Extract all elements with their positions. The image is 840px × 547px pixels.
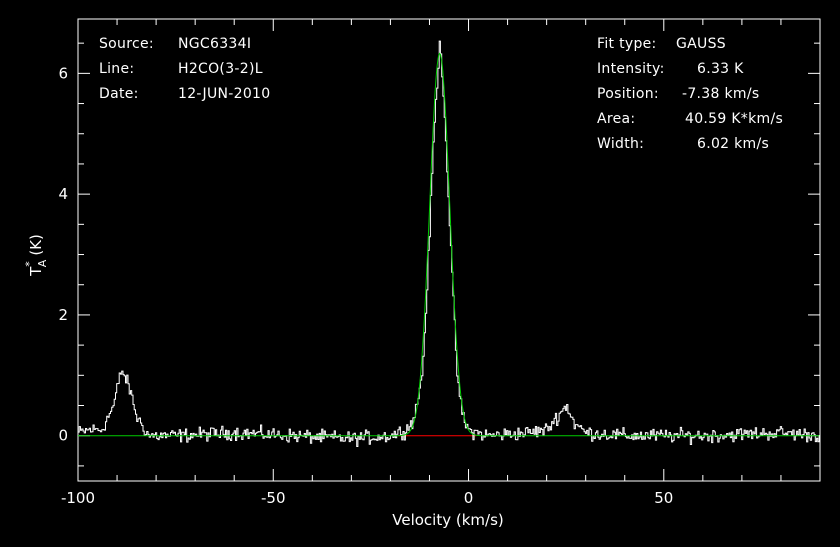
plot-frame bbox=[77, 18, 821, 482]
area-value: 40.59 K*km/s bbox=[685, 111, 784, 127]
axis-tick-labels: -100 -50 0 50 0 2 4 6 bbox=[58, 64, 673, 507]
date-value: 12-JUN-2010 bbox=[178, 86, 271, 102]
width-key: Width: bbox=[597, 136, 645, 152]
y-label-unit: (K) bbox=[27, 234, 45, 256]
y-tick-label: 2 bbox=[58, 306, 68, 324]
fit-type-key: Fit type: bbox=[597, 36, 657, 52]
y-label-sub: A bbox=[36, 259, 49, 267]
y-axis-label: T*A (K) bbox=[23, 234, 49, 277]
line-key: Line: bbox=[99, 61, 135, 77]
y-label-main: T bbox=[27, 266, 45, 277]
intensity-value: 6.33 K bbox=[697, 61, 744, 77]
svg-text:T*A(K): T*A (K) bbox=[23, 234, 49, 277]
line-value: H2CO(3-2)L bbox=[178, 61, 263, 77]
x-tick-label: -50 bbox=[261, 489, 286, 507]
source-key: Source: bbox=[99, 36, 154, 52]
y-tick-label: 4 bbox=[58, 185, 68, 203]
y-label-sup: * bbox=[23, 261, 36, 267]
fit-type-value: GAUSS bbox=[676, 36, 726, 52]
source-value: NGC6334I bbox=[178, 36, 252, 52]
y-tick-label: 6 bbox=[58, 64, 68, 82]
width-value: 6.02 km/s bbox=[697, 136, 770, 152]
position-key: Position: bbox=[597, 86, 659, 102]
intensity-key: Intensity: bbox=[597, 61, 665, 77]
gauss-fit-line bbox=[78, 52, 820, 437]
x-axis-label: Velocity (km/s) bbox=[392, 511, 503, 529]
x-tick-label: -100 bbox=[61, 489, 95, 507]
date-key: Date: bbox=[99, 86, 139, 102]
x-tick-label: 0 bbox=[464, 489, 474, 507]
area-key: Area: bbox=[597, 111, 636, 127]
x-tick-label: 50 bbox=[654, 489, 673, 507]
y-tick-label: 0 bbox=[58, 427, 68, 445]
position-value: -7.38 km/s bbox=[682, 86, 760, 102]
